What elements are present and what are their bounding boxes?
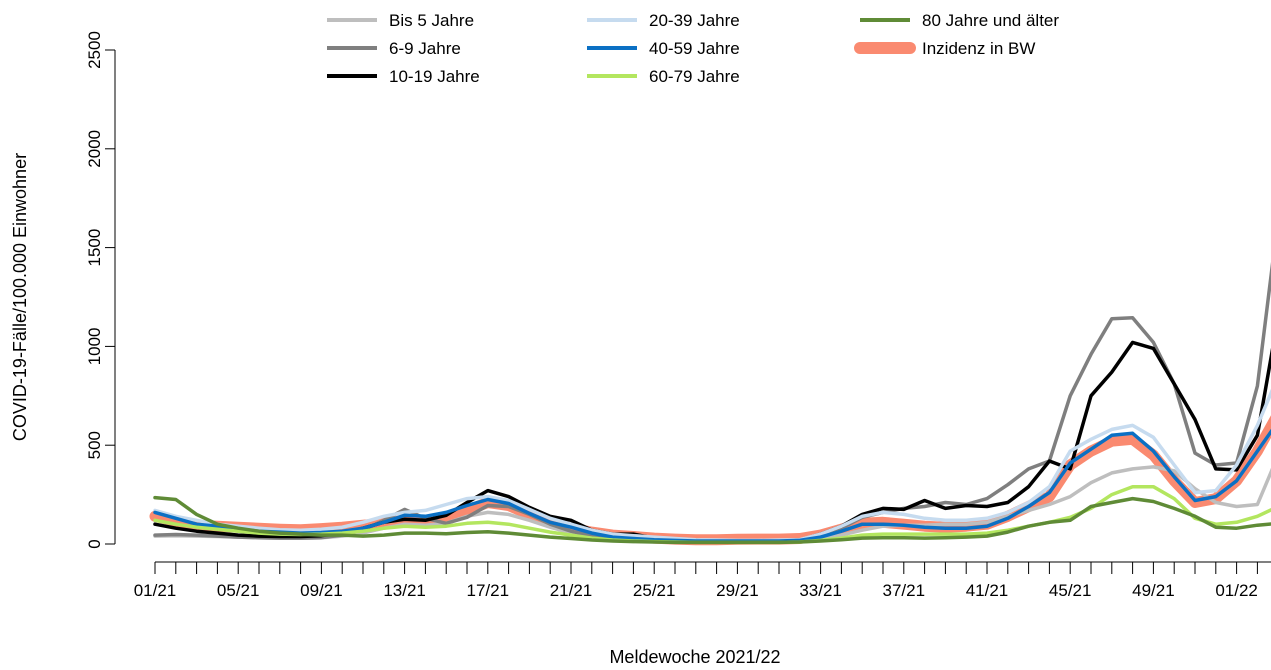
x-tick-label: 49/21: [1132, 581, 1175, 600]
x-tick-label: 05/21: [217, 581, 260, 600]
series-line-bis-5-jahre: [153, 465, 1271, 544]
x-tick-label: 33/21: [799, 581, 842, 600]
y-axis-label: COVID-19-Fälle/100.000 Einwohner: [10, 153, 30, 441]
x-tick-label: 17/21: [467, 581, 510, 600]
x-tick-label: 37/21: [883, 581, 926, 600]
legend-label: Inzidenz in BW: [922, 39, 1035, 58]
x-tick-label: 25/21: [633, 581, 676, 600]
legend-label: 20-39 Jahre: [649, 11, 740, 30]
x-tick-label: 29/21: [716, 581, 759, 600]
legend: Bis 5 Jahre 6-9 Jahre 10-19 Jahre 20-39 Jah…: [327, 11, 1059, 86]
y-tick-label: 2500: [85, 31, 104, 69]
legend-label: 6-9 Jahre: [389, 39, 461, 58]
legend-label: 10-19 Jahre: [389, 67, 480, 86]
y-tick-label: 1500: [85, 229, 104, 267]
y-tick-label: 1000: [85, 327, 104, 365]
y-tick-label: 500: [85, 431, 104, 459]
series-line-40-59-jahre: [153, 428, 1271, 543]
y-tick-label: 2000: [85, 130, 104, 168]
x-axis-label: Meldewoche 2021/22: [609, 647, 780, 667]
x-axis: 01/21 05/21 09/21 13/21 17/21 21/21 25/21 29/21…: [134, 561, 1271, 600]
x-tick-label: 01/21: [134, 581, 177, 600]
y-tick-label: 0: [85, 539, 104, 548]
x-tick-label: 21/21: [550, 581, 593, 600]
series-line-20-39-jahre: [153, 388, 1271, 543]
series-layer: [149, 261, 1271, 546]
legend-label: 80 Jahre und älter: [922, 11, 1059, 30]
legend-label: 40-59 Jahre: [649, 39, 740, 58]
legend-label: Bis 5 Jahre: [389, 11, 474, 30]
x-tick-label: 45/21: [1049, 581, 1092, 600]
y-axis: 0 500 1000 1500 2000 2500: [85, 31, 116, 549]
x-tick-label: 09/21: [300, 581, 343, 600]
series-line-10-19-jahre: [153, 340, 1271, 543]
series-line-inzidenz-in-bw: [149, 415, 1271, 546]
legend-label: 60-79 Jahre: [649, 67, 740, 86]
x-tick-label: 41/21: [966, 581, 1009, 600]
series-line-80-jahre-und-lter: [153, 495, 1271, 545]
x-tick-label: 13/21: [383, 581, 426, 600]
x-tick-label: 01/22: [1215, 581, 1258, 600]
